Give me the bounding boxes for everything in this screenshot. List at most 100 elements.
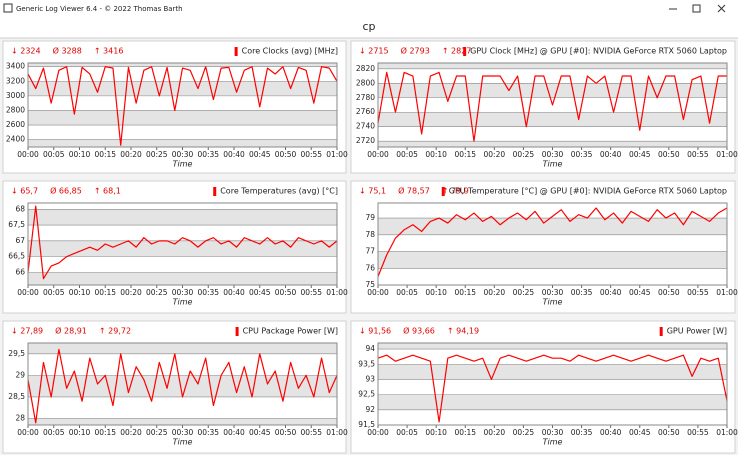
x-tick-label: 00:25 <box>146 428 168 437</box>
x-tick-label: 00:35 <box>197 288 219 297</box>
y-tick-label: 2820 <box>356 64 375 73</box>
stat-label: ↓ 2715 <box>359 47 389 56</box>
y-tick-label: 2400 <box>6 135 25 144</box>
plot-band <box>378 112 727 127</box>
plot-band <box>378 364 727 380</box>
x-tick-label: 00:45 <box>629 288 651 297</box>
chart-title: GPU Power [W] <box>667 327 727 336</box>
x-tick-label: 00:15 <box>454 288 476 297</box>
data-line <box>377 71 727 142</box>
x-tick-label: 00:25 <box>146 288 168 297</box>
x-tick-label: 00:15 <box>94 288 116 297</box>
x-tick-label: 00:05 <box>396 288 418 297</box>
y-tick-label: 94 <box>365 344 375 353</box>
x-tick-label: 00:20 <box>484 288 506 297</box>
y-tick-label: 93 <box>365 374 375 383</box>
x-tick-label: 00:05 <box>43 150 65 159</box>
y-tick-label: 29 <box>15 370 25 379</box>
x-tick-label: 00:50 <box>275 288 297 297</box>
plot-frame <box>27 62 338 148</box>
y-tick-label: 28 <box>15 414 25 423</box>
stat-label: ↑ 29,72 <box>99 327 131 336</box>
x-tick-label: 00:25 <box>513 288 535 297</box>
data-line <box>377 207 728 277</box>
x-tick-label: 00:20 <box>484 150 506 159</box>
x-tick-label: 00:45 <box>249 150 271 159</box>
legend-swatch <box>213 187 217 196</box>
y-tick-label: 68 <box>15 204 25 213</box>
plot-band <box>28 343 337 354</box>
app-icon <box>3 3 13 13</box>
x-tick-label: 00:50 <box>658 288 680 297</box>
plot-band <box>378 251 727 269</box>
x-tick-label: 00:20 <box>120 428 142 437</box>
x-tick-label: 01:00 <box>326 150 348 159</box>
x-tick-label: 00:45 <box>629 428 651 437</box>
plot-band <box>378 218 727 235</box>
x-tick-label: 00:35 <box>571 288 593 297</box>
maximize-button[interactable] <box>692 4 701 13</box>
data-line <box>27 66 338 146</box>
x-tick-label: 00:55 <box>300 288 322 297</box>
x-tick-label: 00:15 <box>94 150 116 159</box>
x-tick-label: 00:15 <box>454 428 476 437</box>
y-tick-label: 2760 <box>356 107 375 116</box>
stat-label: ↑ 68,1 <box>94 187 121 196</box>
y-tick-label: 2800 <box>6 105 25 114</box>
x-tick-label: 00:05 <box>43 288 65 297</box>
header-title: cp <box>362 20 375 33</box>
x-tick-label: 01:00 <box>716 288 738 297</box>
title-bar <box>0 0 738 17</box>
y-tick-label: 79 <box>365 213 375 222</box>
y-tick-label: 3000 <box>6 91 25 100</box>
y-tick-label: 92 <box>365 405 375 414</box>
x-tick-label: 00:30 <box>542 288 564 297</box>
x-tick-label: 00:05 <box>396 428 418 437</box>
x-tick-label: 00:45 <box>629 150 651 159</box>
stat-label: ↓ 2324 <box>11 47 41 56</box>
plot-band <box>28 63 337 67</box>
x-tick-label: 00:40 <box>223 288 245 297</box>
x-tick-label: 00:30 <box>172 150 194 159</box>
y-tick-label: 91,5 <box>358 420 375 429</box>
plot-band <box>378 83 727 98</box>
x-tick-label: 00:35 <box>571 428 593 437</box>
plot-band <box>378 343 727 350</box>
plot-band <box>28 81 337 96</box>
stat-label: Ø 93,66 <box>403 326 435 336</box>
x-tick-label: 01:00 <box>716 428 738 437</box>
x-tick-label: 00:55 <box>687 150 709 159</box>
x-axis-label: Time <box>543 160 563 169</box>
y-tick-label: 92,5 <box>358 390 375 399</box>
x-tick-label: 00:40 <box>223 150 245 159</box>
x-tick-label: 00:20 <box>484 428 506 437</box>
x-tick-label: 00:50 <box>658 150 680 159</box>
close-button[interactable] <box>717 4 726 13</box>
x-tick-label: 00:40 <box>600 428 622 437</box>
plot-band <box>28 110 337 126</box>
x-tick-label: 01:00 <box>716 150 738 159</box>
y-tick-label: 2800 <box>356 78 375 87</box>
plot-band <box>28 209 337 226</box>
plot-band <box>28 139 337 147</box>
chart-title: GPU Temperature [°C] @ GPU [#0]: NVIDIA … <box>449 187 727 196</box>
x-tick-label: 00:00 <box>17 288 39 297</box>
x-tick-label: 00:10 <box>69 428 91 437</box>
x-tick-label: 00:50 <box>275 428 297 437</box>
y-tick-label: 3200 <box>6 76 25 85</box>
x-tick-label: 00:00 <box>367 288 389 297</box>
plot-area <box>377 202 728 286</box>
x-tick-label: 00:05 <box>396 150 418 159</box>
y-tick-label: 2720 <box>356 136 375 145</box>
x-tick-label: 00:30 <box>172 428 194 437</box>
x-tick-label: 00:25 <box>513 150 535 159</box>
x-axis-label: Time <box>543 438 563 447</box>
x-tick-label: 00:30 <box>542 428 564 437</box>
x-tick-label: 00:25 <box>146 150 168 159</box>
x-tick-label: 00:15 <box>454 150 476 159</box>
x-tick-label: 00:10 <box>425 288 447 297</box>
window-title: Generic Log Viewer 6.4 - © 2022 Thomas B… <box>16 5 183 13</box>
plot-band <box>378 63 727 69</box>
y-tick-label: 67 <box>15 236 25 245</box>
x-tick-label: 00:35 <box>571 150 593 159</box>
